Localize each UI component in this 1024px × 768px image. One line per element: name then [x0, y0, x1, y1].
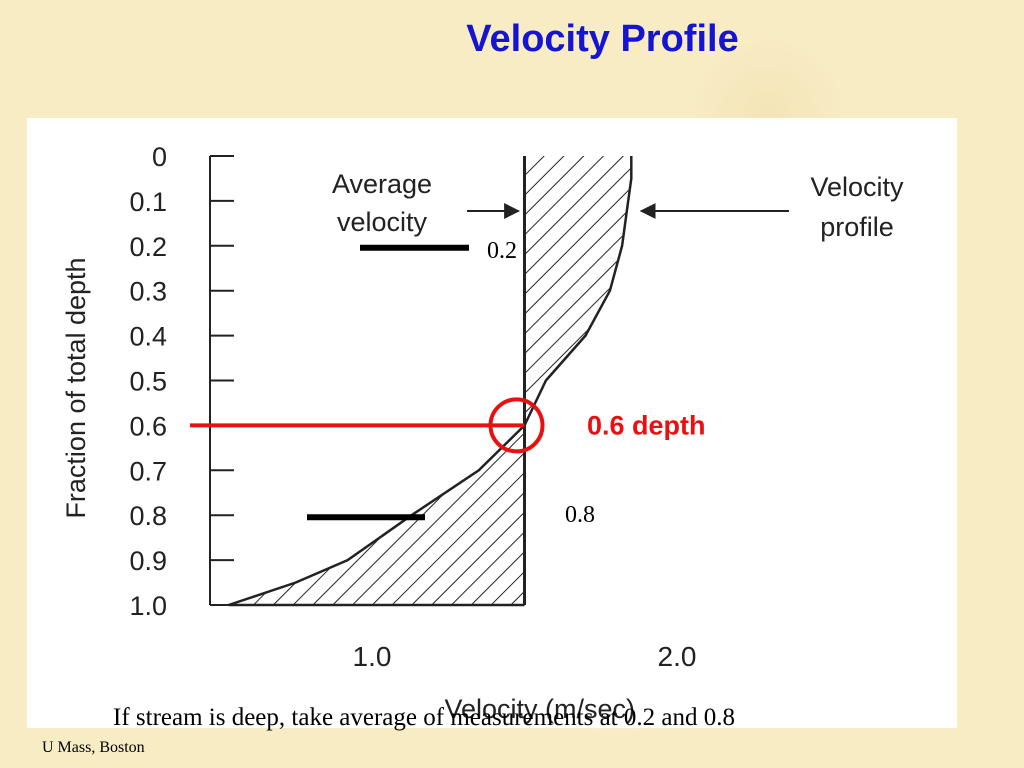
depth-0-6-circle: [488, 397, 545, 454]
x-tick-label: 1.0: [353, 641, 392, 672]
chart-panel: 00.10.20.30.40.50.60.70.80.91.01.02.03.0…: [27, 118, 957, 728]
average-velocity-label: Average: [332, 169, 432, 199]
y-tick-label: 0: [152, 142, 167, 172]
y-tick-label: 0.7: [129, 456, 167, 486]
depth-0-6-label: 0.6 depth: [587, 410, 706, 440]
y-tick-label: 0.6: [129, 411, 167, 441]
footer-credit: U Mass, Boston: [42, 739, 145, 756]
y-tick-label: 0.8: [129, 501, 167, 531]
velocity-profile-chart: 00.10.20.30.40.50.60.70.80.91.01.02.03.0…: [61, 142, 904, 724]
profile-hatch-area: [228, 156, 632, 605]
measurement-label-0-2: 0.2: [487, 238, 517, 264]
axes-layer: 00.10.20.30.40.50.60.70.80.91.01.02.03.0…: [61, 142, 697, 724]
y-tick-label: 0.5: [129, 367, 167, 397]
x-axis-label: Velocity (m/sec): [444, 694, 635, 724]
x-tick-label: 2.0: [658, 641, 697, 672]
y-tick-label: 1.0: [129, 591, 167, 621]
velocity-profile-label: Velocity: [810, 172, 904, 202]
slide-title: Velocity Profile: [466, 18, 739, 60]
measurement-label-0-8: 0.8: [565, 502, 595, 528]
y-axis-label: Fraction of total depth: [61, 257, 91, 518]
annotation-layer: Average velocity Velocity profile 0.2 0.8 0.6 …: [190, 169, 904, 528]
velocity-profile-curve: [228, 156, 633, 607]
y-tick-label: 0.1: [129, 187, 167, 217]
y-tick-label: 0.4: [129, 322, 167, 352]
average-velocity-label: velocity: [337, 207, 428, 237]
y-tick-label: 0.2: [129, 232, 167, 262]
y-tick-label: 0.3: [129, 277, 167, 307]
velocity-profile-label: profile: [820, 212, 894, 242]
slide-caption: If stream is deep, take average of measu…: [113, 704, 735, 731]
y-tick-label: 0.9: [129, 546, 167, 576]
marks-layer: [228, 156, 633, 607]
